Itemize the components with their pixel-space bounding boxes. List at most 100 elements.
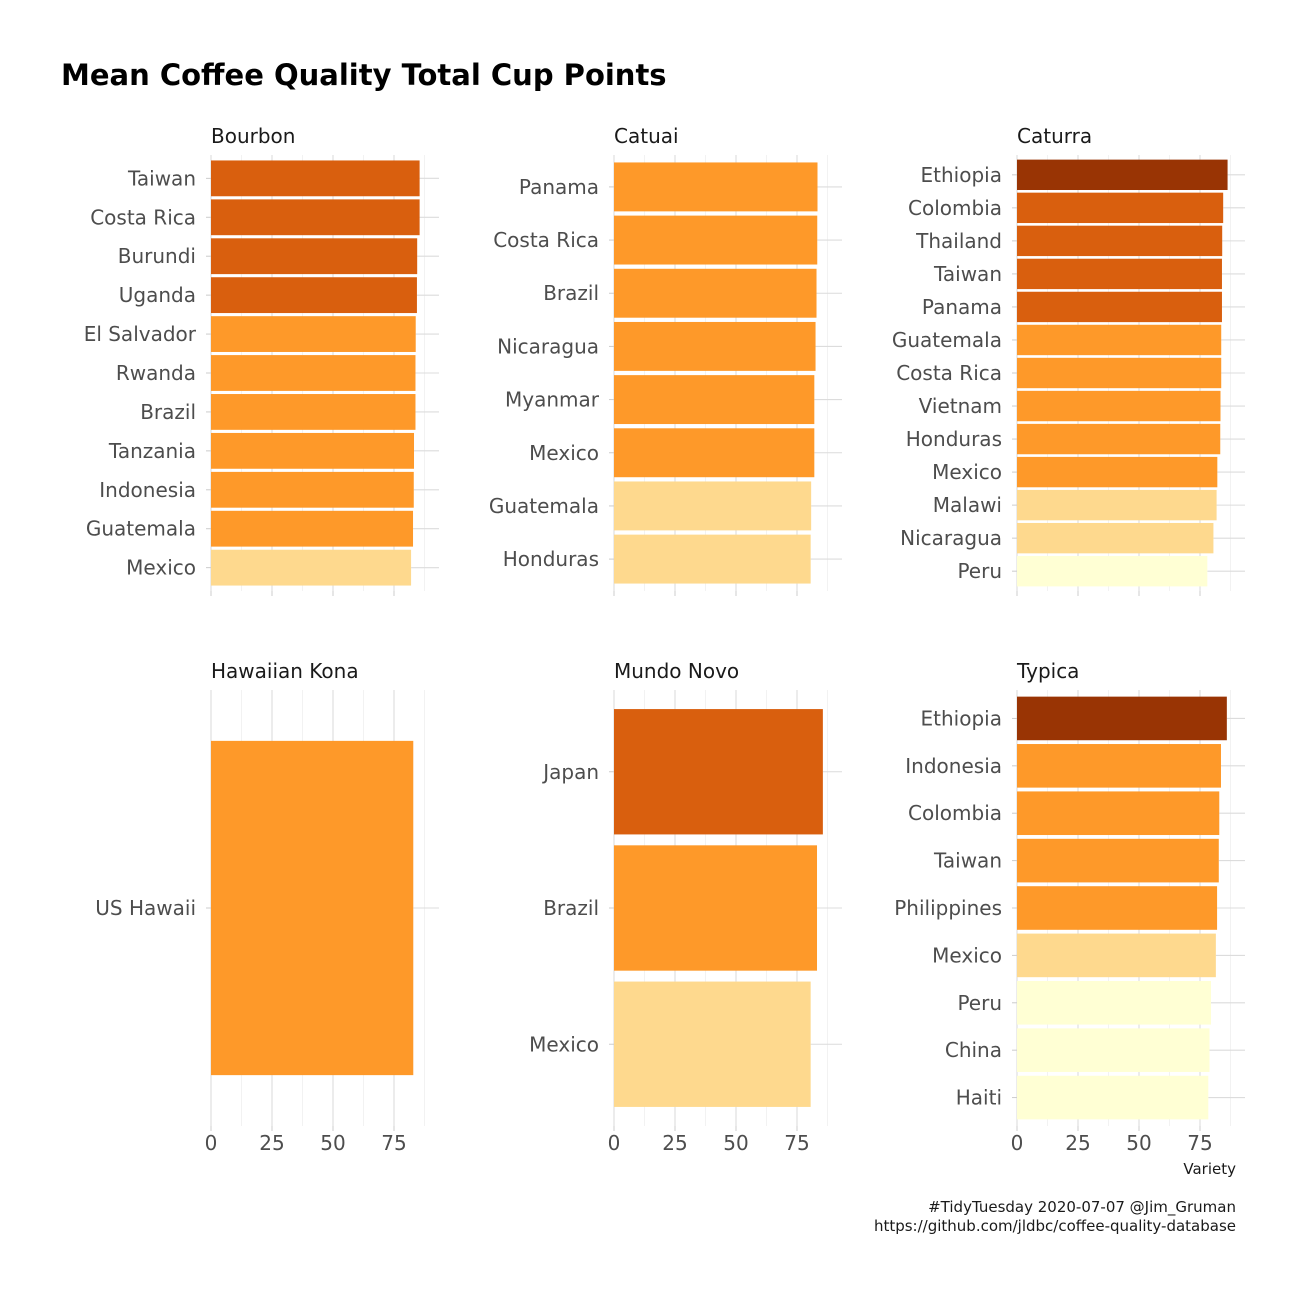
bar-typica-china: [1017, 1028, 1210, 1072]
y-tick-label: Mexico: [529, 441, 599, 465]
x-tick-label: 75: [1187, 1131, 1212, 1155]
y-tick-label: Costa Rica: [493, 228, 599, 252]
facet-typica: Typica Ethiopia Indonesia Colombia Taiwan Phi…: [894, 659, 1245, 1155]
y-tick-label: Colombia: [908, 801, 1002, 825]
y-tick-label: Mexico: [126, 556, 196, 580]
y-tick-label: Mexico: [932, 460, 1002, 484]
x-tick-label: 75: [381, 1131, 406, 1155]
y-tick-label: Philippines: [894, 896, 1002, 920]
x-tick-label: 50: [1126, 1131, 1151, 1155]
bar-typica-ethiopia: [1017, 696, 1227, 741]
bar-catuai-brazil: [614, 268, 817, 318]
bar-bourbon-el-salvador: [211, 316, 416, 352]
y-tick-label: Japan: [541, 760, 599, 784]
bar-caturra-taiwan: [1017, 258, 1222, 290]
bar-hawaiian-kona-us-hawaii: [211, 740, 414, 1076]
y-tick-label: Mexico: [529, 1032, 599, 1056]
y-tick-label: Taiwan: [933, 849, 1002, 873]
y-tick-label: Peru: [957, 559, 1002, 583]
bar-caturra-colombia: [1017, 192, 1224, 224]
y-tick-label: Brazil: [543, 281, 599, 305]
y-tick-label: Panama: [519, 175, 599, 199]
bar-catuai-panama: [614, 162, 818, 212]
bar-bourbon-rwanda: [211, 355, 416, 391]
y-tick-label: Costa Rica: [896, 361, 1002, 385]
caption-line-2: https://github.com/jldbc/coffee-quality-…: [874, 1217, 1236, 1235]
bar-caturra-costa-rica: [1017, 357, 1222, 389]
bar-bourbon-uganda: [211, 277, 417, 314]
bar-bourbon-burundi: [211, 238, 418, 275]
bar-bourbon-costa-rica: [211, 199, 420, 236]
caption-line-1: #TidyTuesday 2020-07-07 @Jim_Gruman: [928, 1198, 1236, 1217]
x-tick-label: 50: [723, 1131, 748, 1155]
bar-bourbon-taiwan: [211, 160, 420, 197]
y-tick-label: Brazil: [140, 400, 196, 424]
y-tick-label: Costa Rica: [90, 205, 196, 229]
y-tick-label: Rwanda: [116, 361, 196, 385]
bar-typica-mexico: [1017, 933, 1216, 978]
facet-title: Hawaiian Kona: [211, 659, 359, 683]
facet-panels: Bourbon Taiwan Costa Rica Burundi Uganda El S…: [84, 124, 1245, 1155]
y-tick-label: Panama: [922, 295, 1002, 319]
y-tick-label: Myanmar: [505, 388, 600, 412]
bar-mundo-novo-mexico: [614, 981, 811, 1107]
bar-typica-haiti: [1017, 1075, 1209, 1120]
bar-typica-peru: [1017, 980, 1211, 1025]
bar-caturra-guatemala: [1017, 324, 1222, 356]
x-tick-label: 25: [259, 1131, 284, 1155]
bar-typica-taiwan: [1017, 838, 1219, 883]
y-tick-label: Nicaragua: [900, 526, 1002, 550]
bar-caturra-malawi: [1017, 489, 1217, 521]
bar-bourbon-brazil: [211, 394, 416, 430]
bar-caturra-honduras: [1017, 423, 1221, 455]
facet-bourbon: Bourbon Taiwan Costa Rica Burundi Uganda El S…: [84, 124, 439, 596]
y-tick-label: Thailand: [915, 229, 1002, 253]
x-tick-label: 25: [662, 1131, 687, 1155]
y-tick-label: Burundi: [118, 244, 196, 268]
y-tick-label: Peru: [957, 991, 1002, 1015]
x-tick-label: 75: [784, 1131, 809, 1155]
bar-catuai-guatemala: [614, 481, 812, 531]
bar-bourbon-indonesia: [211, 471, 414, 508]
y-tick-label: Taiwan: [933, 262, 1002, 286]
x-tick-label: 25: [1065, 1131, 1090, 1155]
bar-catuai-nicaragua: [614, 321, 816, 371]
y-tick-label: Ethiopia: [921, 706, 1002, 730]
y-tick-label: Indonesia: [905, 754, 1002, 778]
y-tick-label: Guatemala: [86, 517, 196, 541]
y-tick-label: Taiwan: [127, 166, 196, 190]
y-tick-label: Nicaragua: [497, 334, 599, 358]
y-tick-label: US Hawaii: [95, 896, 196, 920]
facet-title: Typica: [1016, 659, 1079, 683]
bar-caturra-thailand: [1017, 225, 1223, 257]
bar-catuai-myanmar: [614, 375, 815, 425]
bar-caturra-mexico: [1017, 456, 1218, 488]
y-tick-label: Colombia: [908, 196, 1002, 220]
facet-mundo-novo: Mundo Novo Japan Brazil Mexico 0 25 50 75: [529, 659, 842, 1155]
bar-catuai-honduras: [614, 534, 811, 584]
bar-bourbon-tanzania: [211, 432, 415, 469]
bar-caturra-peru: [1017, 555, 1208, 587]
x-axis-label: Variety: [1183, 1160, 1236, 1178]
bar-caturra-ethiopia: [1017, 159, 1228, 191]
y-tick-label: Vietnam: [919, 394, 1002, 418]
chart-title: Mean Coffee Quality Total Cup Points: [61, 58, 667, 92]
y-tick-label: Honduras: [503, 547, 599, 571]
bar-catuai-mexico: [614, 428, 815, 478]
y-tick-label: Guatemala: [489, 494, 599, 518]
facet-title: Catuai: [614, 124, 679, 148]
y-tick-label: Ethiopia: [921, 163, 1002, 187]
bar-caturra-panama: [1017, 291, 1222, 323]
bar-mundo-novo-brazil: [614, 845, 818, 971]
facet-title: Caturra: [1017, 124, 1092, 148]
bar-caturra-nicaragua: [1017, 522, 1214, 554]
bar-bourbon-guatemala: [211, 510, 414, 547]
bar-typica-colombia: [1017, 791, 1220, 836]
y-tick-label: Honduras: [906, 427, 1002, 451]
x-tick-label: 0: [608, 1131, 621, 1155]
y-tick-label: El Salvador: [84, 322, 197, 346]
y-tick-label: Indonesia: [99, 478, 196, 502]
y-tick-label: Tanzania: [108, 439, 196, 463]
facet-hawaiian-kona: Hawaiian Kona US Hawaii 0 25 50 75: [95, 659, 439, 1155]
